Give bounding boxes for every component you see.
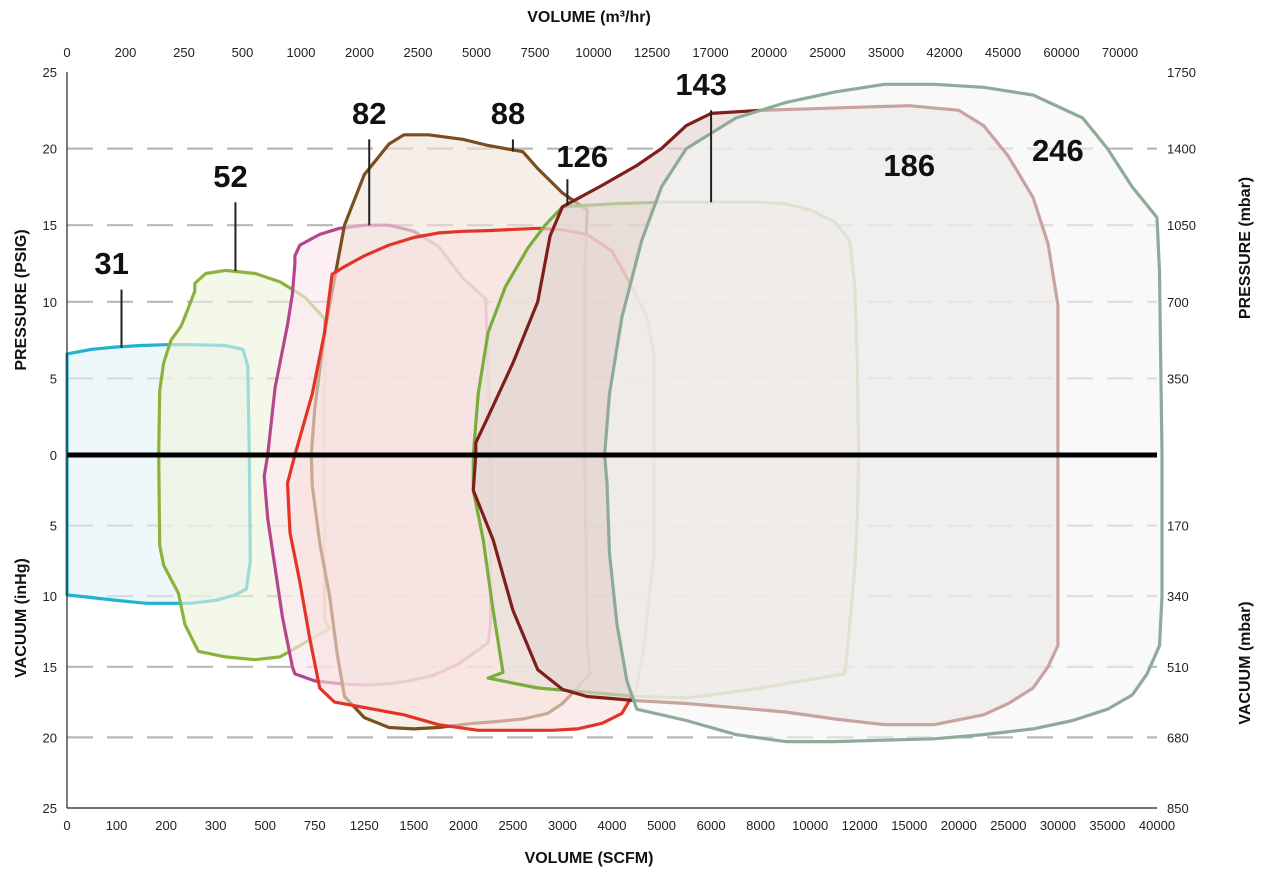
y-tick-pressure-mbar: 700 [1167, 295, 1189, 310]
x-tick-scfm: 12000 [842, 818, 878, 833]
y-tick-vacuum-mbar: 510 [1167, 660, 1189, 675]
x-tick-scfm: 20000 [941, 818, 977, 833]
model-label-31: 31 [94, 246, 128, 281]
x-tick-m3hr: 200 [115, 45, 137, 60]
x-tick-scfm: 10000 [792, 818, 828, 833]
x-tick-m3hr: 0 [63, 45, 70, 60]
x-tick-scfm: 40000 [1139, 818, 1175, 833]
x-tick-scfm: 500 [254, 818, 276, 833]
y-tick-pressure: 10 [43, 295, 57, 310]
y-tick-vacuum-mbar: 340 [1167, 589, 1189, 604]
x-tick-m3hr: 12500 [634, 45, 670, 60]
x-tick-scfm: 15000 [891, 818, 927, 833]
left-pressure-title: PRESSURE (PSIG) [13, 229, 30, 370]
right-vacuum-title: VACUUM (mbar) [1237, 601, 1254, 724]
y-tick-pressure: 15 [43, 218, 57, 233]
y-tick-pressure-mbar: 1050 [1167, 218, 1196, 233]
y-tick-vacuum-mbar: 850 [1167, 801, 1189, 816]
x-tick-m3hr: 25000 [809, 45, 845, 60]
model-label-52: 52 [213, 159, 247, 194]
right-pressure-title: PRESSURE (mbar) [1237, 177, 1254, 319]
x-tick-scfm: 300 [205, 818, 227, 833]
x-tick-scfm: 0 [63, 818, 70, 833]
x-tick-scfm: 100 [106, 818, 128, 833]
x-tick-scfm: 8000 [746, 818, 775, 833]
x-tick-scfm: 2500 [498, 818, 527, 833]
x-tick-m3hr: 42000 [926, 45, 962, 60]
y-tick-pressure-mbar: 350 [1167, 371, 1189, 386]
y-tick-vacuum-mbar: 680 [1167, 730, 1189, 745]
x-tick-m3hr: 5000 [462, 45, 491, 60]
y-tick-zero: 0 [50, 448, 57, 463]
bottom-axis-title: VOLUME (SCFM) [525, 850, 654, 867]
y-tick-vacuum: 10 [43, 589, 57, 604]
y-tick-vacuum: 20 [43, 730, 57, 745]
x-tick-scfm: 30000 [1040, 818, 1076, 833]
model-label-246: 246 [1032, 133, 1084, 168]
model-labels: 31 52 82 88 126 143 186 246 [94, 67, 1084, 348]
model-label-143: 143 [675, 67, 727, 102]
model-label-126: 126 [556, 139, 608, 174]
performance-areas [65, 82, 1164, 744]
x-tick-m3hr: 2500 [404, 45, 433, 60]
tick-labels: 0 100 200 300 500 750 1250 1500 2000 2500 3000 4000… [43, 45, 1196, 833]
top-axis-title: VOLUME (m³/hr) [527, 9, 651, 26]
x-tick-scfm: 4000 [598, 818, 627, 833]
x-tick-scfm: 25000 [990, 818, 1026, 833]
model-label-82: 82 [352, 96, 386, 131]
x-tick-m3hr: 2000 [345, 45, 374, 60]
x-tick-scfm: 200 [155, 818, 177, 833]
y-tick-pressure: 5 [50, 371, 57, 386]
x-tick-m3hr: 70000 [1102, 45, 1138, 60]
x-tick-m3hr: 10000 [575, 45, 611, 60]
area-model-246 [603, 82, 1164, 744]
x-tick-m3hr: 250 [173, 45, 195, 60]
x-tick-scfm: 3000 [548, 818, 577, 833]
x-tick-m3hr: 60000 [1043, 45, 1079, 60]
axis-titles: VOLUME (m³/hr) VOLUME (SCFM) PRESSURE (P… [13, 9, 1254, 867]
model-label-186: 186 [883, 148, 935, 183]
axes [66, 72, 1157, 809]
x-tick-scfm: 1500 [399, 818, 428, 833]
x-tick-scfm: 6000 [697, 818, 726, 833]
x-tick-m3hr: 35000 [868, 45, 904, 60]
x-tick-scfm: 1250 [350, 818, 379, 833]
x-tick-m3hr: 500 [232, 45, 254, 60]
x-tick-scfm: 750 [304, 818, 326, 833]
y-tick-vacuum-mbar: 170 [1167, 519, 1189, 534]
y-tick-pressure-mbar: 1400 [1167, 142, 1196, 157]
x-tick-scfm: 2000 [449, 818, 478, 833]
x-tick-m3hr: 7500 [521, 45, 550, 60]
y-tick-pressure: 25 [43, 65, 57, 80]
y-tick-pressure: 20 [43, 142, 57, 157]
y-tick-vacuum: 15 [43, 660, 57, 675]
y-tick-vacuum: 5 [50, 519, 57, 534]
x-tick-m3hr: 1000 [287, 45, 316, 60]
x-tick-scfm: 5000 [647, 818, 676, 833]
x-tick-m3hr: 17000 [692, 45, 728, 60]
x-tick-scfm: 35000 [1089, 818, 1125, 833]
left-vacuum-title: VACUUM (inHg) [13, 558, 30, 678]
x-tick-m3hr: 45000 [985, 45, 1021, 60]
x-tick-m3hr: 20000 [751, 45, 787, 60]
model-label-88: 88 [491, 96, 525, 131]
y-tick-pressure-mbar: 1750 [1167, 65, 1196, 80]
y-tick-vacuum: 25 [43, 801, 57, 816]
